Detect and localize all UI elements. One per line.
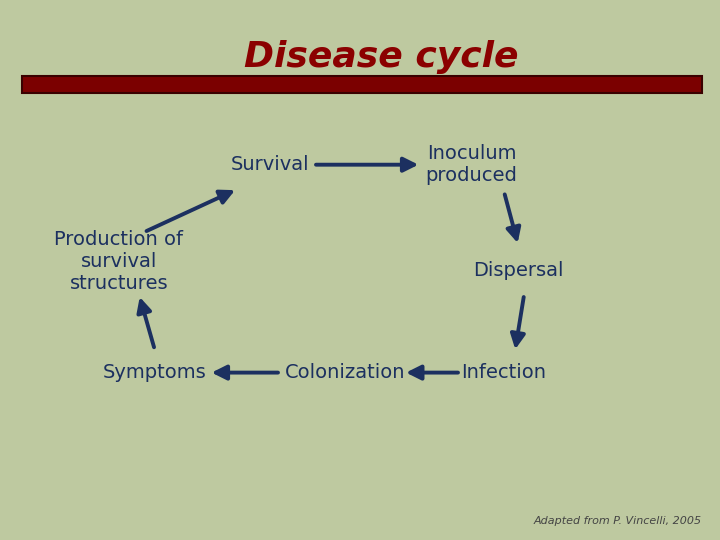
Text: Inoculum
produced: Inoculum produced xyxy=(426,144,518,185)
FancyBboxPatch shape xyxy=(22,76,702,93)
Text: Colonization: Colonization xyxy=(285,363,406,382)
Text: Infection: Infection xyxy=(462,363,546,382)
Text: Disease cycle: Disease cycle xyxy=(244,40,519,73)
Text: Dispersal: Dispersal xyxy=(473,260,564,280)
Text: Adapted from P. Vincelli, 2005: Adapted from P. Vincelli, 2005 xyxy=(534,516,702,526)
Text: Symptoms: Symptoms xyxy=(103,363,207,382)
Text: Production of
survival
structures: Production of survival structures xyxy=(54,231,184,293)
Text: Survival: Survival xyxy=(230,155,310,174)
